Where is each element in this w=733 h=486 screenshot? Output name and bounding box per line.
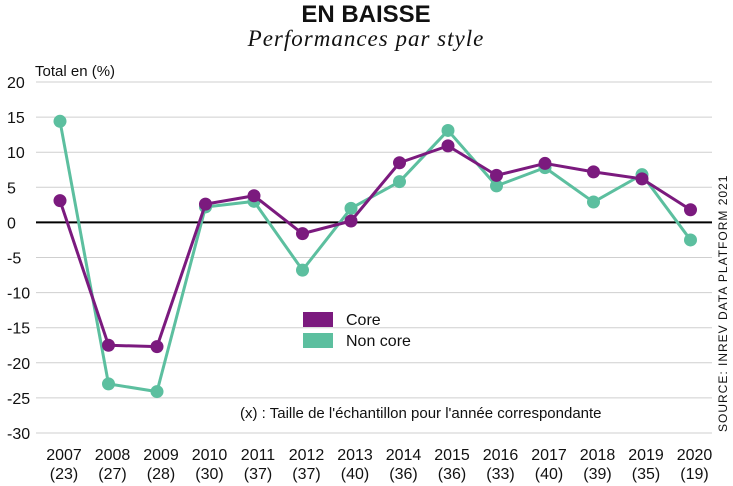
x-tick-label: 2019 <box>628 447 664 464</box>
x-tick-label: 2008 <box>95 447 131 464</box>
data-point-non-core <box>684 233 697 247</box>
data-point-core <box>199 197 212 211</box>
data-point-core <box>247 189 261 203</box>
series-line-core <box>58 144 692 349</box>
x-tick-label: 2016 <box>483 447 519 464</box>
y-tick-label: -20 <box>7 356 30 373</box>
y-axis-ticks: 20 15 10 5 0 -5 -10 -15 -20 -25 -30 <box>7 75 30 443</box>
x-tick-label: 2017 <box>531 447 567 464</box>
data-point-non-core <box>53 114 67 128</box>
x-tick-label: 2012 <box>289 447 325 464</box>
data-point-non-core <box>344 201 358 215</box>
x-tick-label: 2013 <box>337 447 373 464</box>
x-tick-sample-size: (30) <box>195 466 223 483</box>
x-tick-sample-size: (23) <box>50 466 78 483</box>
sample-size-note: (x) : Taille de l'échantillon pour l'ann… <box>240 405 602 422</box>
data-point-non-core <box>441 123 455 137</box>
data-point-non-core <box>296 263 309 277</box>
x-tick-label: 2010 <box>192 447 228 464</box>
data-point-core <box>684 203 697 217</box>
x-tick-label: 2009 <box>143 447 179 464</box>
x-tick-sample-size: (19) <box>680 466 708 483</box>
legend-label-non-core: Non core <box>346 333 411 350</box>
x-tick-sample-size: (27) <box>98 466 126 483</box>
x-tick-sample-size: (37) <box>292 466 320 483</box>
y-tick-label: 15 <box>7 110 25 127</box>
x-tick-sample-size: (37) <box>244 466 272 483</box>
x-tick-sample-size: (40) <box>341 466 369 483</box>
data-point-non-core <box>102 377 115 391</box>
data-point-core <box>102 338 115 352</box>
y-tick-label: -15 <box>7 321 30 338</box>
chart-subtitle: Performances par style <box>247 26 485 51</box>
source-note: SOURCE: INREV DATA PLATFORM 2021 <box>716 175 730 432</box>
y-tick-label: 0 <box>7 215 16 232</box>
legend-swatch-core <box>303 312 333 327</box>
y-tick-label: 20 <box>7 75 25 92</box>
data-point-core <box>393 156 406 170</box>
series-line-non-core <box>58 121 692 394</box>
data-point-core <box>441 139 455 153</box>
x-tick-sample-size: (39) <box>583 466 611 483</box>
data-point-core <box>344 214 358 228</box>
data-point-core <box>635 172 649 186</box>
y-tick-label: 5 <box>7 180 16 197</box>
legend-label-core: Core <box>346 312 381 329</box>
data-point-non-core <box>150 385 164 399</box>
x-tick-sample-size: (28) <box>147 466 175 483</box>
data-point-non-core <box>490 179 503 193</box>
data-point-core <box>296 227 309 241</box>
x-tick-label: 2015 <box>434 447 470 464</box>
x-tick-sample-size: (36) <box>389 466 417 483</box>
y-tick-label: -30 <box>7 426 30 443</box>
data-point-core <box>150 340 164 354</box>
grid <box>36 81 712 434</box>
x-tick-label: 2014 <box>386 447 422 464</box>
y-tick-label: -25 <box>7 391 30 408</box>
x-tick-label: 2018 <box>580 447 616 464</box>
data-point-core <box>587 165 600 179</box>
x-tick-sample-size: (36) <box>438 466 466 483</box>
x-tick-label: 2011 <box>241 447 276 464</box>
x-tick-sample-size: (40) <box>535 466 563 483</box>
legend: Core Non core <box>303 312 411 350</box>
y-tick-label: -5 <box>7 251 21 268</box>
series-non-core <box>53 114 697 399</box>
series <box>53 114 697 399</box>
data-point-non-core <box>393 175 406 189</box>
x-tick-label: 2007 <box>46 447 82 464</box>
x-tick-sample-size: (35) <box>632 466 660 483</box>
x-axis-ticks: 2007 (23) 2008 (27) 2009 (28) 2010 (30) 2011 (37)… <box>46 447 712 483</box>
x-tick-label: 2020 <box>677 447 713 464</box>
series-core <box>53 139 697 354</box>
data-point-core <box>538 156 552 170</box>
chart-title: EN BAISSE <box>301 1 430 28</box>
y-tick-label: -10 <box>7 286 30 303</box>
data-point-core <box>53 194 67 208</box>
x-tick-sample-size: (33) <box>486 466 514 483</box>
data-point-core <box>490 168 503 182</box>
data-point-non-core <box>587 195 600 209</box>
y-axis-label: Total en (%) <box>35 63 115 80</box>
y-tick-label: 10 <box>7 145 25 162</box>
legend-swatch-non-core <box>303 333 333 348</box>
